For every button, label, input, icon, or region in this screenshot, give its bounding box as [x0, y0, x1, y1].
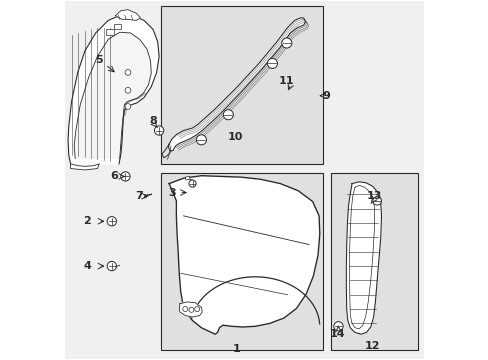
Bar	[106, 30, 113, 35]
Text: 14: 14	[328, 329, 344, 339]
Circle shape	[125, 87, 131, 93]
Bar	[330, 173, 418, 350]
Bar	[161, 173, 323, 350]
Circle shape	[281, 38, 291, 48]
Polygon shape	[70, 164, 99, 170]
Circle shape	[125, 69, 131, 75]
Bar	[161, 6, 323, 164]
Polygon shape	[168, 18, 305, 150]
Polygon shape	[115, 10, 140, 21]
Polygon shape	[74, 32, 151, 158]
Text: 3: 3	[168, 188, 176, 198]
Circle shape	[188, 180, 196, 187]
Circle shape	[196, 135, 206, 145]
Circle shape	[183, 307, 187, 312]
Bar	[113, 24, 121, 30]
Polygon shape	[346, 182, 381, 334]
Polygon shape	[179, 302, 202, 317]
Text: 7: 7	[135, 191, 142, 201]
Circle shape	[125, 104, 131, 109]
Circle shape	[267, 58, 277, 68]
Text: 4: 4	[83, 261, 91, 271]
Text: 8: 8	[149, 116, 157, 126]
Text: 11: 11	[279, 76, 294, 86]
Circle shape	[372, 197, 381, 205]
Polygon shape	[68, 15, 159, 164]
Circle shape	[188, 307, 194, 312]
Text: 13: 13	[366, 191, 381, 201]
Text: 10: 10	[227, 132, 243, 142]
Circle shape	[333, 321, 343, 331]
Text: 2: 2	[83, 216, 91, 226]
Text: 6: 6	[110, 171, 119, 181]
Text: 12: 12	[365, 341, 380, 351]
Bar	[185, 176, 190, 180]
Circle shape	[107, 217, 116, 226]
Text: 1: 1	[232, 344, 240, 354]
Circle shape	[194, 307, 199, 312]
Circle shape	[121, 172, 130, 181]
Text: 9: 9	[322, 91, 329, 101]
Text: 5: 5	[95, 55, 103, 65]
Circle shape	[223, 110, 233, 120]
Circle shape	[154, 126, 163, 135]
Circle shape	[107, 261, 116, 271]
Polygon shape	[169, 176, 319, 334]
